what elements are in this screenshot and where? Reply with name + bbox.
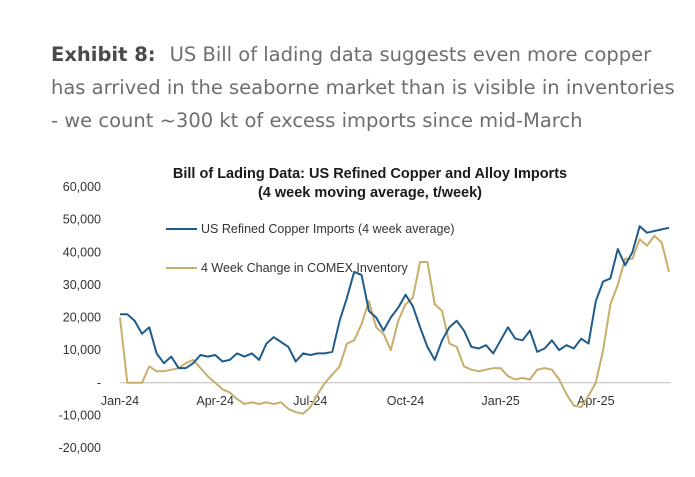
- y-tick-label: -: [97, 376, 101, 390]
- y-tick-label: 40,000: [63, 245, 101, 259]
- x-tick-label: Jan-25: [482, 394, 520, 408]
- y-tick-label: 60,000: [63, 180, 101, 194]
- legend-item-comex-change: 4 Week Change in COMEX Inventory: [201, 261, 409, 275]
- x-tick-label: Apr-24: [196, 394, 234, 408]
- y-tick-label: 50,000: [63, 213, 101, 227]
- chart-subtitle: (4 week moving average, t/week): [258, 185, 482, 201]
- legend-item-imports: US Refined Copper Imports (4 week averag…: [201, 222, 455, 236]
- y-tick-label: 20,000: [63, 311, 101, 325]
- y-tick-label: 30,000: [63, 278, 101, 292]
- x-tick-label: Oct-24: [387, 394, 425, 408]
- y-tick-label: -10,000: [59, 408, 101, 422]
- exhibit-caption: Exhibit 8: US Bill of lading data suggest…: [51, 38, 681, 137]
- x-tick-label: Jul-24: [293, 394, 327, 408]
- x-tick-label: Jan-24: [101, 394, 139, 408]
- chart-title: Bill of Lading Data: US Refined Copper a…: [173, 166, 567, 182]
- y-tick-label: -20,000: [59, 441, 101, 455]
- exhibit-label: Exhibit 8:: [51, 43, 156, 66]
- series-line-comex-change: [119, 234, 670, 415]
- y-tick-label: 10,000: [63, 343, 101, 357]
- exhibit-text: US Bill of lading data suggests even mor…: [51, 43, 675, 132]
- series-line-imports: [120, 225, 670, 370]
